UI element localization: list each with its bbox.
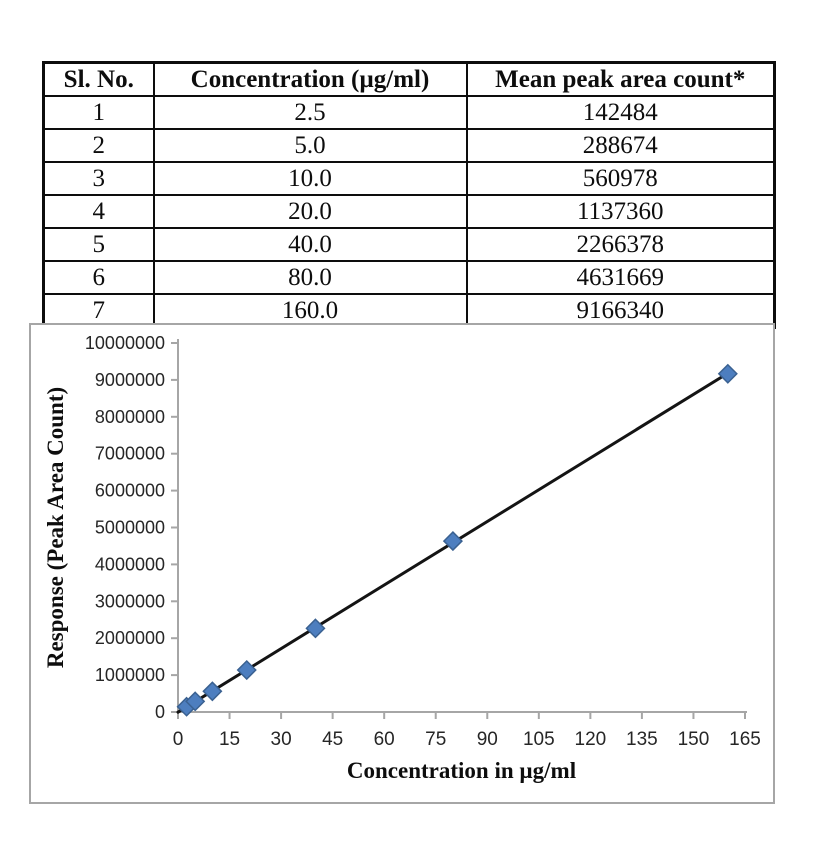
x-tick-label: 135 xyxy=(626,729,658,750)
cell-mean-peak-area: 560978 xyxy=(465,161,776,196)
y-tick-label: 5000000 xyxy=(95,518,165,538)
table-row: 6 80.0 4631669 xyxy=(42,260,776,295)
cell-sl-no: 7 xyxy=(42,293,155,329)
y-tick-label: 10000000 xyxy=(85,333,165,353)
table-row: 1 2.5 142484 xyxy=(42,95,776,130)
cell-sl-no: 6 xyxy=(42,260,155,295)
y-tick-label: 8000000 xyxy=(95,407,165,427)
cell-concentration: 80.0 xyxy=(152,260,468,295)
table-row: 2 5.0 288674 xyxy=(42,128,776,163)
y-tick-label: 4000000 xyxy=(95,554,165,574)
table-row: 5 40.0 2266378 xyxy=(42,227,776,262)
y-tick-label: 1000000 xyxy=(95,665,165,685)
cell-mean-peak-area: 2266378 xyxy=(465,227,776,262)
x-tick-label: 120 xyxy=(575,729,607,750)
y-tick-label: 7000000 xyxy=(95,444,165,464)
table-body: 1 2.5 142484 2 5.0 288674 3 10.0 560978 4 20.0 1137… xyxy=(42,95,776,329)
cell-mean-peak-area: 142484 xyxy=(465,95,776,130)
x-tick-label: 165 xyxy=(729,729,761,750)
cell-concentration: 10.0 xyxy=(152,161,468,196)
table-header-mean-peak-area: Mean peak area count* xyxy=(465,61,776,97)
cell-concentration: 2.5 xyxy=(152,95,468,130)
calibration-scatter-chart: 0 1000000 2000000 3000000 4000000 5000000 6000… xyxy=(43,333,761,783)
cell-mean-peak-area: 1137360 xyxy=(465,194,776,229)
x-tick-label: 75 xyxy=(425,729,446,750)
cell-sl-no: 5 xyxy=(42,227,155,262)
cell-sl-no: 1 xyxy=(42,95,155,130)
calibration-table: Sl. No. Concentration (µg/ml) Mean peak … xyxy=(42,61,776,329)
x-tick-label: 105 xyxy=(523,729,555,750)
cell-concentration: 20.0 xyxy=(152,194,468,229)
cell-sl-no: 2 xyxy=(42,128,155,163)
data-point-marker xyxy=(185,691,206,712)
table-row: 3 10.0 560978 xyxy=(42,161,776,196)
x-tick-label: 60 xyxy=(374,729,395,750)
x-tick-label: 150 xyxy=(678,729,710,750)
x-axis-title: Concentration in µg/ml xyxy=(347,758,576,783)
cell-concentration: 5.0 xyxy=(152,128,468,163)
x-tick-label: 45 xyxy=(322,729,343,750)
data-point-marker xyxy=(305,618,326,639)
table-header-concentration: Concentration (µg/ml) xyxy=(152,61,468,97)
data-point-marker xyxy=(442,531,463,552)
data-point-marker xyxy=(236,659,257,681)
x-tick-label: 0 xyxy=(173,729,184,750)
x-tick-label: 15 xyxy=(219,729,240,750)
y-tick-label: 6000000 xyxy=(95,481,165,501)
x-tick-label: 90 xyxy=(477,729,498,750)
chart-box: 0 1000000 2000000 3000000 4000000 5000000 6000… xyxy=(29,323,775,804)
y-tick-label: 0 xyxy=(155,702,165,722)
cell-sl-no: 3 xyxy=(42,161,155,196)
y-tick-label: 3000000 xyxy=(95,591,165,611)
table-row: 7 160.0 9166340 xyxy=(42,293,776,329)
data-point-marker xyxy=(717,363,738,384)
x-tick-label: 30 xyxy=(271,729,292,750)
table-header-row: Sl. No. Concentration (µg/ml) Mean peak … xyxy=(42,61,776,97)
data-point-marker xyxy=(202,681,223,702)
y-axis-title: Response (Peak Area Count) xyxy=(43,387,68,668)
cell-mean-peak-area: 288674 xyxy=(465,128,776,163)
y-tick-label: 2000000 xyxy=(95,628,165,648)
y-tick-label: 9000000 xyxy=(95,370,165,390)
cell-mean-peak-area: 4631669 xyxy=(465,260,776,295)
table-header-sl-no: Sl. No. xyxy=(42,61,155,97)
cell-concentration: 160.0 xyxy=(152,293,468,329)
table-row: 4 20.0 1137360 xyxy=(42,194,776,229)
cell-mean-peak-area: 9166340 xyxy=(465,293,776,329)
cell-sl-no: 4 xyxy=(42,194,155,229)
cell-concentration: 40.0 xyxy=(152,227,468,262)
